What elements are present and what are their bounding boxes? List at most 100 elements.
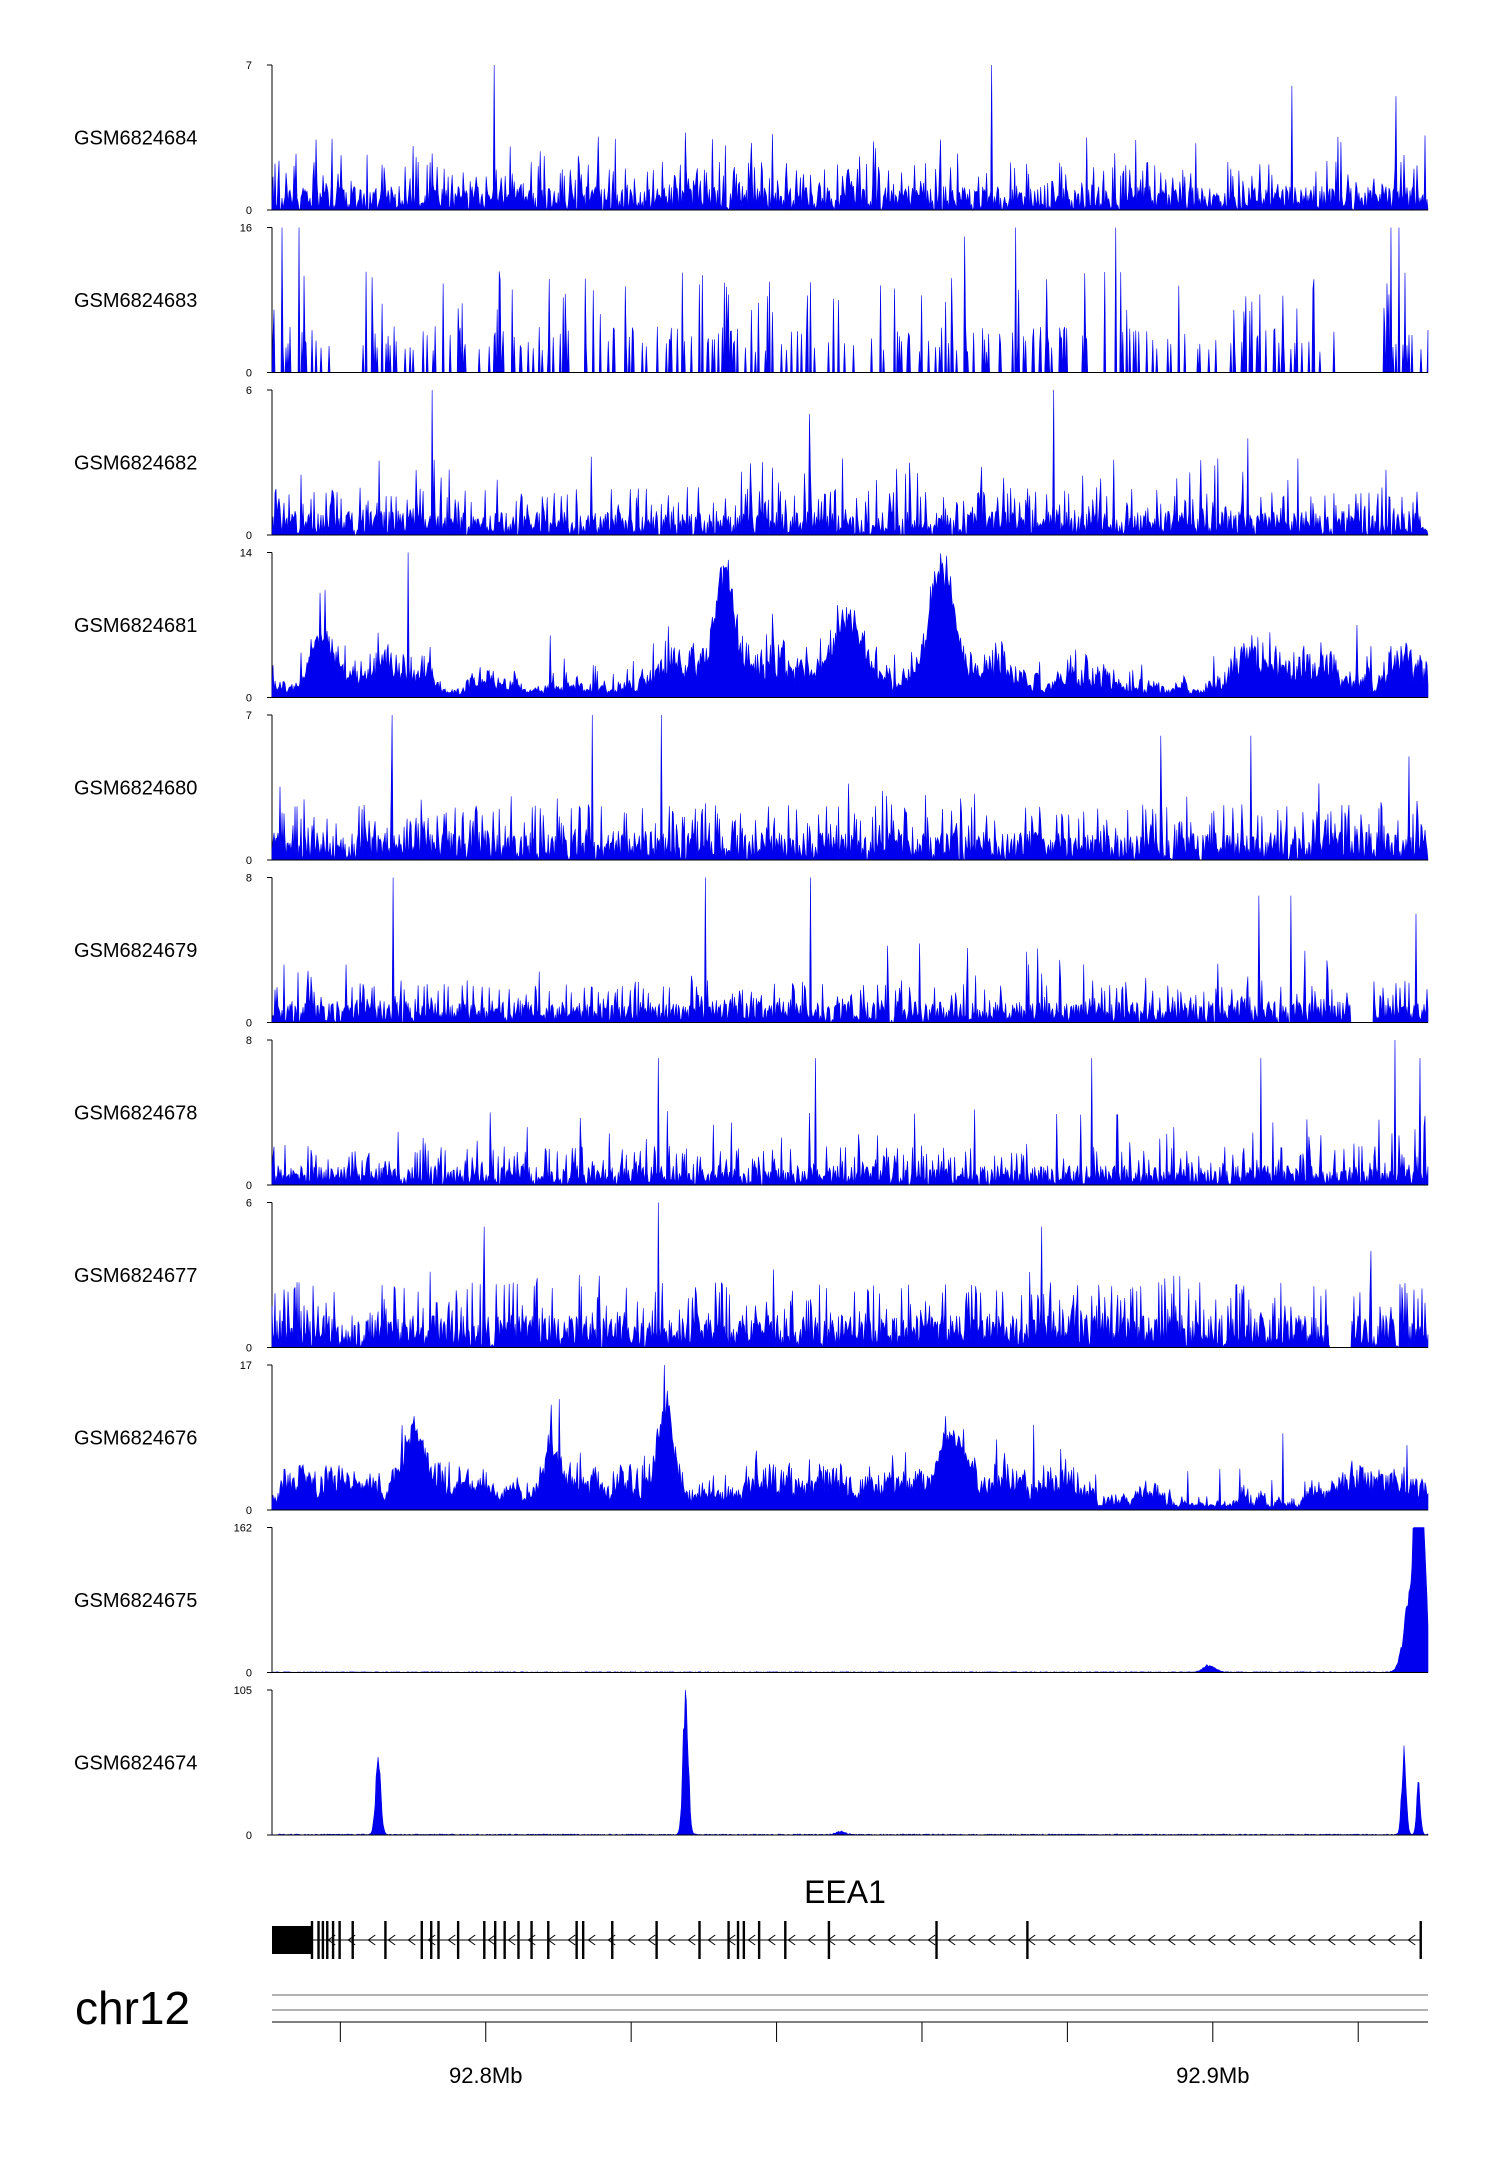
- strand-arrow: [887, 1934, 896, 1946]
- gene-name: EEA1: [804, 1874, 886, 1910]
- track-label: GSM6824683: [74, 290, 197, 312]
- strand-arrow: [1127, 1934, 1136, 1946]
- strand-arrow: [1107, 1934, 1116, 1946]
- gene-exon: [575, 1921, 578, 1959]
- strand-arrow: [1407, 1934, 1416, 1946]
- gene-exon: [784, 1921, 787, 1959]
- y-tick-label-zero: 0: [246, 1343, 252, 1355]
- y-tick-label-zero: 0: [246, 855, 252, 867]
- y-tick-label-max: 16: [240, 223, 252, 235]
- gene-exon: [494, 1921, 497, 1959]
- chromosome-label: chr12: [75, 1982, 190, 2034]
- strand-arrow: [487, 1934, 496, 1946]
- y-tick-label-zero: 0: [246, 368, 252, 380]
- strand-arrow: [567, 1934, 576, 1946]
- track-label: GSM6824682: [74, 453, 197, 475]
- gene-exon: [736, 1921, 740, 1959]
- strand-arrow: [787, 1934, 796, 1946]
- gene-exon: [742, 1921, 746, 1959]
- gene-exon: [321, 1921, 325, 1959]
- coverage-area: [271, 1364, 1429, 1511]
- gene-exon: [827, 1921, 831, 1959]
- strand-arrow: [407, 1934, 416, 1946]
- strand-arrow: [467, 1934, 476, 1946]
- coverage-area: [271, 714, 1429, 862]
- strand-arrow: [387, 1934, 396, 1946]
- track-GSM6824680: GSM6824680 7 0: [74, 710, 1429, 867]
- gene-exon: [456, 1921, 460, 1959]
- y-tick-label-max: 7: [246, 710, 252, 722]
- gene-annotation-track: EEA1: [272, 1874, 1422, 1959]
- gene-exon: [757, 1921, 761, 1959]
- strand-arrow: [1007, 1934, 1016, 1946]
- track-GSM6824675: GSM6824675 162 0: [74, 1523, 1429, 1680]
- gene-exon: [326, 1921, 329, 1959]
- coverage-area: [271, 227, 1429, 373]
- coverage-area: [271, 1689, 1429, 1836]
- strand-arrow: [447, 1934, 456, 1946]
- track-GSM6824674: GSM6824674 105 0: [74, 1685, 1429, 1842]
- track-GSM6824681: GSM6824681 14 0: [74, 548, 1429, 705]
- strand-arrow: [867, 1934, 876, 1946]
- track-label: GSM6824677: [74, 1265, 197, 1287]
- y-tick-label-max: 17: [240, 1360, 252, 1372]
- strand-arrow: [647, 1934, 656, 1946]
- strand-arrow: [1067, 1934, 1076, 1946]
- strand-arrow: [847, 1934, 856, 1946]
- y-tick-label-zero: 0: [246, 1180, 252, 1192]
- gene-utr-block: [272, 1926, 312, 1954]
- track-GSM6824679: GSM6824679 8 0: [74, 873, 1429, 1030]
- strand-arrow: [907, 1934, 916, 1946]
- strand-arrow: [587, 1934, 596, 1946]
- strand-arrow: [767, 1934, 776, 1946]
- gene-exon: [1026, 1921, 1029, 1959]
- strand-arrow: [1247, 1934, 1256, 1946]
- coverage-area: [271, 877, 1429, 1024]
- track-GSM6824683: GSM6824683 16 0: [74, 223, 1429, 380]
- y-tick-label-max: 14: [240, 548, 252, 560]
- y-tick-label-max: 7: [246, 60, 252, 72]
- gene-exon: [310, 1921, 314, 1959]
- strand-arrow: [1287, 1934, 1296, 1946]
- gene-exon: [517, 1921, 520, 1959]
- strand-arrow: [687, 1934, 696, 1946]
- y-tick-label-zero: 0: [246, 205, 252, 217]
- gene-exon: [611, 1921, 614, 1959]
- strand-arrow: [1327, 1934, 1336, 1946]
- strand-arrow: [1267, 1934, 1276, 1946]
- coverage-area: [271, 389, 1429, 537]
- strand-arrow: [1167, 1934, 1176, 1946]
- y-tick-label-max: 162: [234, 1523, 252, 1535]
- strand-arrow: [987, 1934, 996, 1946]
- track-GSM6824684: GSM6824684 7 0: [74, 60, 1429, 217]
- y-tick-label-zero: 0: [246, 1505, 252, 1517]
- strand-arrow: [1387, 1934, 1396, 1946]
- coverage-tracks: GSM682468470GSM6824683160GSM682468260GSM…: [74, 60, 1429, 1842]
- strand-arrow: [1227, 1934, 1236, 1946]
- track-label: GSM6824681: [74, 615, 197, 637]
- gene-exon: [698, 1921, 701, 1959]
- gene-exon: [547, 1921, 550, 1959]
- track-GSM6824676: GSM6824676 17 0: [74, 1360, 1429, 1517]
- gene-exon: [935, 1921, 938, 1959]
- gene-exon: [420, 1921, 423, 1959]
- track-label: GSM6824678: [74, 1103, 197, 1125]
- coverage-area: [271, 1202, 1429, 1349]
- track-label: GSM6824679: [74, 940, 197, 962]
- gene-exon: [437, 1921, 440, 1959]
- strand-arrow: [627, 1934, 636, 1946]
- gene-exon: [331, 1921, 335, 1959]
- gene-exon: [727, 1921, 730, 1959]
- gene-exon: [483, 1921, 486, 1959]
- strand-arrow: [927, 1934, 936, 1946]
- y-tick-label-max: 105: [234, 1685, 252, 1697]
- x-tick-label: 92.8Mb: [449, 2063, 522, 2088]
- strand-arrow: [1147, 1934, 1156, 1946]
- track-label: GSM6824684: [74, 128, 197, 150]
- y-tick-label-zero: 0: [246, 530, 252, 542]
- gene-exon: [655, 1921, 658, 1959]
- y-tick-label-zero: 0: [246, 1018, 252, 1030]
- strand-arrow: [507, 1934, 516, 1946]
- y-tick-label-max: 8: [246, 873, 252, 885]
